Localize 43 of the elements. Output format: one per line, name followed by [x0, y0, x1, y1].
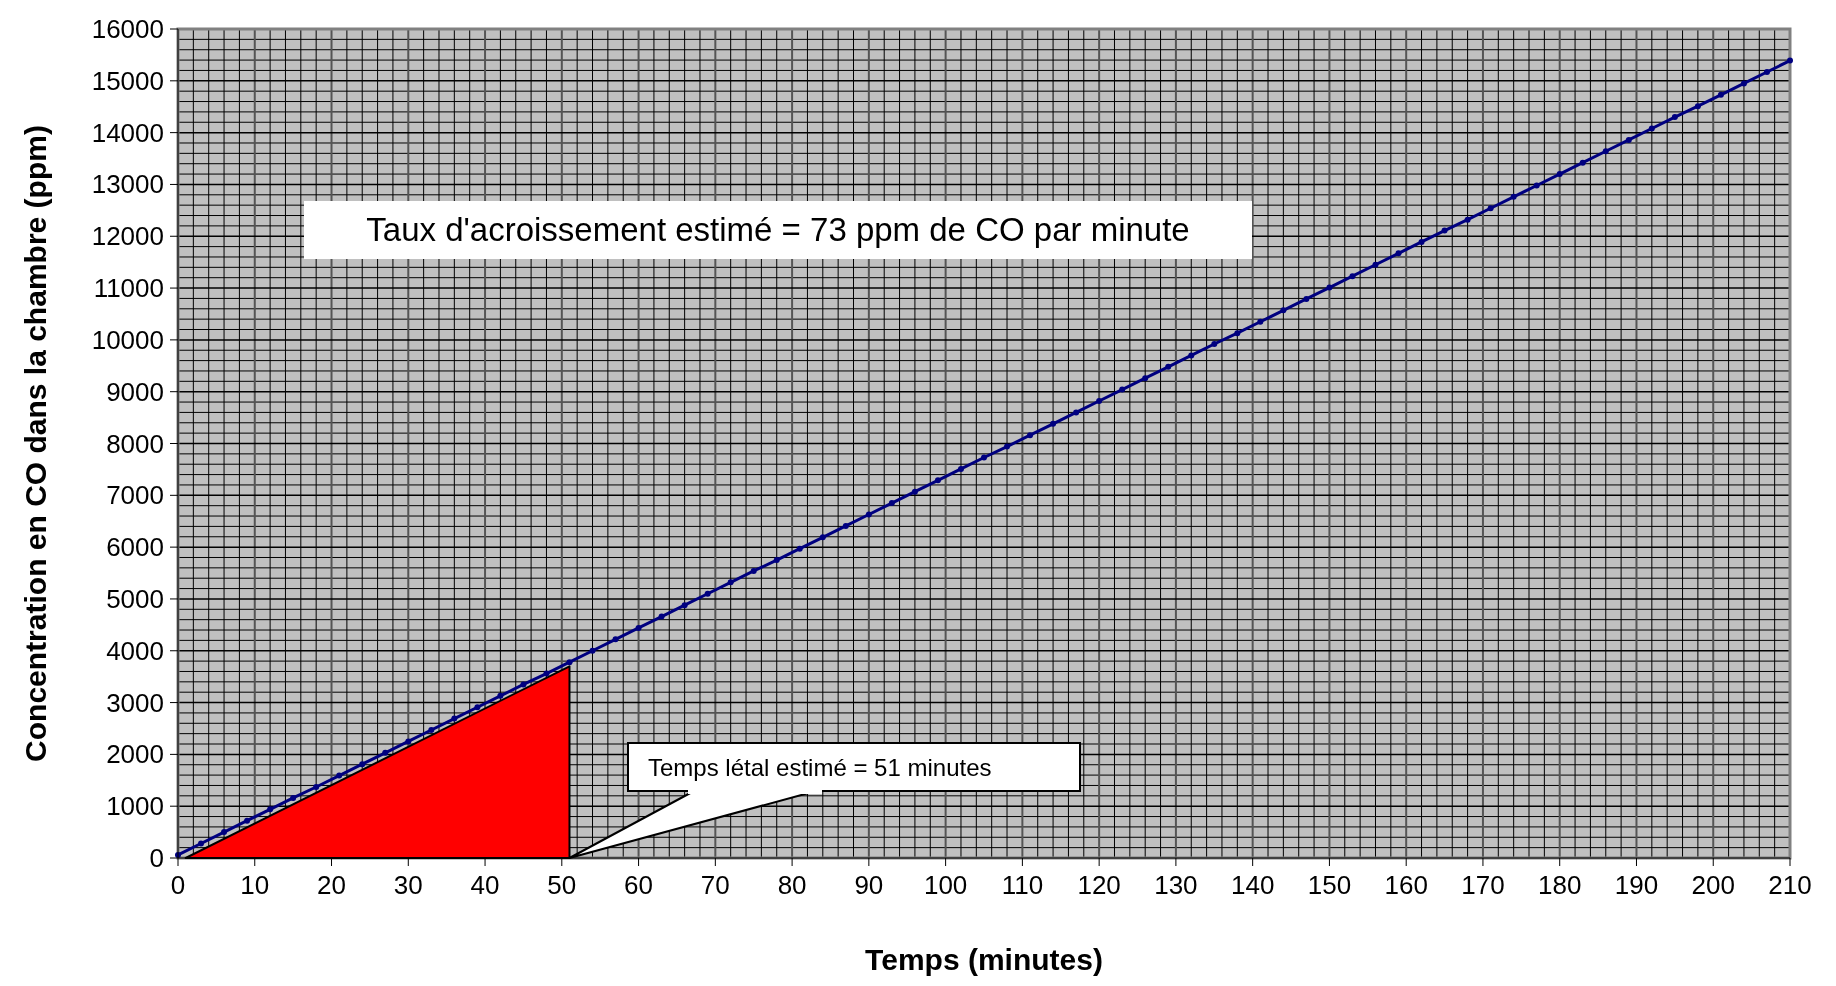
x-tick-label: 170 — [1461, 870, 1505, 900]
y-axis-title: Concentration en CO dans la chambre (ppm) — [19, 125, 52, 762]
x-tick-label: 50 — [547, 870, 577, 900]
x-tick-label: 30 — [393, 870, 423, 900]
y-tick-label: 12000 — [91, 221, 164, 252]
annotation: Temps létal estimé = 51 minutes — [648, 754, 992, 781]
x-tick-label: 90 — [854, 870, 884, 900]
x-tick-label: 140 — [1230, 870, 1275, 900]
y-tick-label: 9000 — [106, 376, 164, 407]
x-tick-label: 80 — [777, 870, 807, 900]
y-tick-label: 2000 — [106, 739, 164, 770]
x-tick-label: 10 — [240, 870, 270, 900]
y-tick-label: 10000 — [91, 324, 164, 355]
y-tick-label: 5000 — [106, 583, 164, 614]
y-tick-label: 3000 — [106, 687, 164, 718]
y-tick-label: 0 — [149, 843, 164, 873]
x-tick-label: 160 — [1384, 870, 1428, 900]
y-tick-label: 15000 — [91, 65, 164, 96]
x-axis-title: Temps (minutes) — [865, 943, 1103, 976]
x-tick-label: 20 — [317, 870, 346, 900]
y-tick-label: 11000 — [93, 273, 164, 304]
y-tick-label: 8000 — [106, 428, 164, 459]
y-tick-label: 1000 — [106, 791, 164, 822]
x-tick-label: 190 — [1614, 870, 1659, 900]
x-tick-label: 40 — [470, 870, 500, 900]
x-tick-label: 60 — [624, 870, 654, 900]
x-tick-label: 150 — [1307, 870, 1352, 900]
x-tick-label: 110 — [1001, 870, 1044, 900]
x-tick-label: 100 — [923, 870, 968, 900]
x-tick-label: 130 — [1154, 870, 1198, 900]
x-tick-label: 0 — [170, 870, 186, 900]
x-tick-label: 120 — [1077, 870, 1121, 900]
y-tick-label: 7000 — [106, 480, 164, 511]
annotation: Taux d'acroissement estimé = 73 ppm de CO par minute — [366, 211, 1190, 248]
y-tick-label: 6000 — [106, 532, 164, 563]
x-tick-label: 210 — [1768, 870, 1812, 900]
y-tick-label: 4000 — [106, 635, 164, 666]
x-tick-label: 180 — [1538, 870, 1582, 900]
y-tick-label: 16000 — [91, 14, 164, 44]
x-tick-label: 70 — [700, 870, 730, 900]
x-tick-label: 200 — [1691, 870, 1735, 900]
y-tick-label: 13000 — [91, 169, 164, 200]
y-tick-label: 14000 — [91, 117, 164, 148]
